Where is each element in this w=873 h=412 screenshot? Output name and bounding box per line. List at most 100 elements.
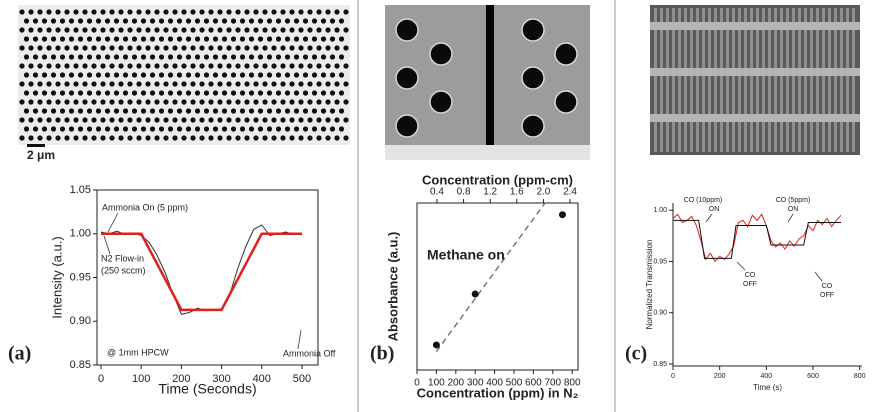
hole	[23, 126, 30, 132]
hole	[19, 117, 25, 123]
hole	[199, 27, 205, 33]
hole	[257, 108, 264, 114]
hole	[109, 99, 115, 105]
hole	[343, 45, 349, 51]
annotation-arrow	[736, 261, 746, 271]
comb-tooth	[846, 8, 849, 152]
hole	[293, 18, 300, 24]
hole	[163, 81, 169, 87]
hole	[158, 36, 165, 42]
hole	[275, 108, 282, 114]
hole	[429, 42, 453, 66]
hole	[176, 36, 183, 42]
hole	[235, 27, 241, 33]
hole	[289, 117, 295, 123]
hole	[37, 9, 43, 15]
hole	[167, 36, 174, 42]
hole	[86, 90, 93, 96]
hole	[19, 27, 25, 33]
hole	[257, 36, 264, 42]
hole	[239, 90, 246, 96]
hole	[253, 135, 259, 141]
hole	[244, 135, 250, 141]
hole	[311, 108, 318, 114]
hole	[266, 18, 273, 24]
hole	[181, 63, 187, 69]
hole	[395, 18, 419, 42]
hole	[131, 18, 138, 24]
hole	[118, 99, 124, 105]
hole	[262, 63, 268, 69]
hole	[140, 18, 147, 24]
hole	[199, 63, 205, 69]
hole	[316, 9, 322, 15]
hole	[95, 72, 102, 78]
hole	[554, 42, 578, 66]
hole	[275, 36, 282, 42]
hole	[226, 27, 232, 33]
hole	[298, 99, 304, 105]
hole	[316, 45, 322, 51]
hole	[190, 99, 196, 105]
hole	[68, 90, 75, 96]
hole	[244, 99, 250, 105]
panel-label: (c)	[625, 343, 647, 365]
hole	[262, 27, 268, 33]
hole	[244, 117, 250, 123]
hole	[100, 27, 106, 33]
hole	[59, 18, 66, 24]
comb-tooth	[726, 8, 729, 152]
hole	[68, 18, 75, 24]
hole	[244, 45, 250, 51]
hole	[302, 108, 309, 114]
hole	[28, 81, 34, 87]
hole	[226, 9, 232, 15]
hole	[221, 126, 228, 132]
hole	[149, 54, 156, 60]
hole	[95, 108, 102, 114]
hole	[262, 117, 268, 123]
hole	[109, 81, 115, 87]
hole	[145, 135, 151, 141]
hole	[136, 117, 142, 123]
hole	[37, 99, 43, 105]
hole	[298, 27, 304, 33]
comb-tooth	[852, 8, 855, 152]
hole	[329, 36, 336, 42]
hole	[41, 126, 48, 132]
hole	[280, 63, 286, 69]
hole	[217, 45, 223, 51]
hole	[280, 45, 286, 51]
hole	[320, 126, 327, 132]
y-tick-label: 0.95	[653, 258, 667, 265]
hole	[253, 81, 259, 87]
hole	[23, 54, 30, 60]
hole	[19, 45, 25, 51]
hole	[73, 81, 79, 87]
hole	[343, 135, 349, 141]
comb-band	[650, 114, 860, 122]
hole	[23, 90, 30, 96]
hole	[280, 99, 286, 105]
hole	[68, 108, 75, 114]
hole	[104, 72, 111, 78]
hole	[334, 81, 340, 87]
hole	[212, 72, 219, 78]
hole	[212, 108, 219, 114]
hole	[208, 63, 214, 69]
hole	[235, 117, 241, 123]
hole	[217, 99, 223, 105]
hole	[320, 108, 327, 114]
hole	[190, 27, 196, 33]
hole	[145, 99, 151, 105]
image-a-scale-bg	[22, 146, 72, 164]
hole	[235, 9, 241, 15]
hole	[73, 117, 79, 123]
hole	[104, 36, 111, 42]
hole	[302, 54, 309, 60]
hole	[77, 126, 84, 132]
image-b-info	[385, 145, 590, 160]
hole	[329, 72, 336, 78]
hole	[325, 27, 331, 33]
hole	[64, 99, 70, 105]
